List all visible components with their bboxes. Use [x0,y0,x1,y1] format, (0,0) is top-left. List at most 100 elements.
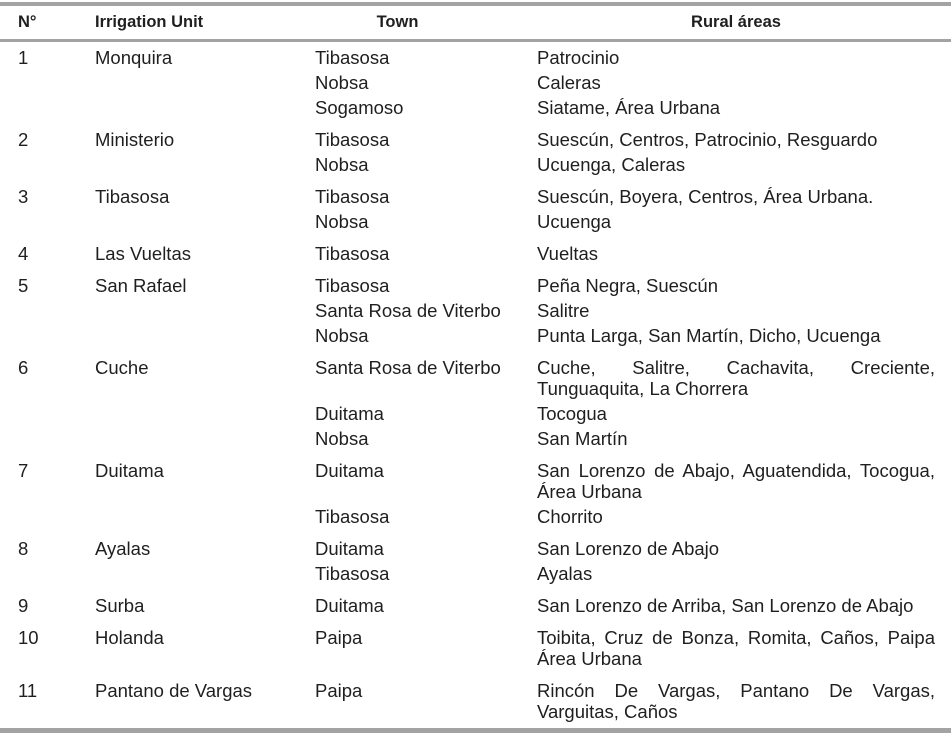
town-cell: Paipa [315,680,363,701]
rural-areas-cell: Chorrito [537,506,603,527]
irrigation-unit-cell: Holanda [95,627,164,648]
table-row: 8 Ayalas Duitama San Lorenzo de Abajo Ti… [0,533,951,590]
town-rural-pair: Tibasosa Ayalas [315,563,951,584]
town-cell: Tibasosa [315,186,390,207]
irrigation-unit-cell: Las Vueltas [95,243,191,264]
table-row: 9 Surba Duitama San Lorenzo de Arriba, S… [0,590,951,622]
rural-areas-cell: Peña Negra, Suescún [537,275,719,296]
irrigation-unit-cell: Pantano de Vargas [95,680,253,701]
rural-areas-cell: Tocogua [537,403,607,424]
rural-areas-cell: Vueltas [537,243,599,264]
rural-areas-cell: Toibita, Cruz de Bonza, Romita, Caños, P… [537,627,935,669]
town-rural-pair: Nobsa Ucuenga, Caleras [315,154,951,175]
row-number-cell: 4 [18,243,29,264]
town-rural-pairs: Santa Rosa de Viterbo Cuche, Salitre, Ca… [315,357,951,449]
irrigation-unit-cell: Duitama [95,460,164,481]
rural-areas-cell: San Lorenzo de Abajo [537,538,720,559]
town-rural-pairs: Duitama San Lorenzo de Arriba, San Loren… [315,595,951,616]
town-rural-pairs: Tibasosa Vueltas [315,243,951,264]
row-number-cell: 9 [18,595,29,616]
rural-areas-cell: Cuche, Salitre, Cachavita, Creciente, Tu… [537,357,935,399]
town-rural-pair: Duitama San Lorenzo de Abajo, Aguatendid… [315,460,951,502]
rural-areas-cell: San Lorenzo de Arriba, San Lorenzo de Ab… [537,595,914,616]
table-header-row: N° Irrigation Unit Town Rural áreas [0,6,951,42]
town-cell: Duitama [315,460,384,481]
town-cell: Santa Rosa de Viterbo [315,300,501,321]
town-cell: Nobsa [315,325,369,346]
town-rural-pair: Paipa Rincón De Vargas, Pantano De Varga… [315,680,951,722]
table-row: 5 San Rafael Tibasosa Peña Negra, Suescú… [0,270,951,352]
town-rural-pair: Sogamoso Siatame, Área Urbana [315,97,951,118]
town-rural-pair: Tibasosa Vueltas [315,243,951,264]
row-number-cell: 10 [18,627,39,648]
row-number-cell: 11 [18,680,38,701]
town-rural-pairs: Tibasosa Suescún, Boyera, Centros, Área … [315,186,951,232]
town-cell: Tibasosa [315,506,390,527]
town-rural-pair: Nobsa Punta Larga, San Martín, Dicho, Uc… [315,325,951,346]
town-rural-pair: Tibasosa Suescún, Boyera, Centros, Área … [315,186,951,207]
column-header-number: N° [18,13,37,31]
town-cell: Nobsa [315,154,369,175]
irrigation-unit-cell: Tibasosa [95,186,170,207]
town-rural-pairs: Tibasosa Patrocinio Nobsa Caleras Sogamo… [315,47,951,118]
town-rural-pair: Santa Rosa de Viterbo Cuche, Salitre, Ca… [315,357,951,399]
town-cell: Tibasosa [315,243,390,264]
rural-areas-cell: Siatame, Área Urbana [537,97,721,118]
town-cell: Sogamoso [315,97,404,118]
rural-areas-cell: Salitre [537,300,590,321]
rural-areas-cell: Patrocinio [537,47,620,68]
town-rural-pair: Tibasosa Peña Negra, Suescún [315,275,951,296]
rural-areas-cell: San Martín [537,428,628,449]
table-row: 6 Cuche Santa Rosa de Viterbo Cuche, Sal… [0,352,951,455]
rural-areas-cell: San Lorenzo de Abajo, Aguatendida, Tocog… [537,460,935,502]
town-cell: Tibasosa [315,563,390,584]
table-row: 1 Monquira Tibasosa Patrocinio Nobsa Cal… [0,42,951,124]
town-cell: Tibasosa [315,129,390,150]
table-row: 4 Las Vueltas Tibasosa Vueltas [0,238,951,270]
column-header-irrigation-unit: Irrigation Unit [95,13,204,31]
town-rural-pair: Santa Rosa de Viterbo Salitre [315,300,951,321]
town-rural-pairs: Paipa Toibita, Cruz de Bonza, Romita, Ca… [315,627,951,669]
town-cell: Nobsa [315,428,369,449]
rural-areas-cell: Ucuenga [537,211,612,232]
table-row: 11 Pantano de Vargas Paipa Rincón De Var… [0,675,951,728]
town-rural-pairs: Paipa Rincón De Vargas, Pantano De Varga… [315,680,951,722]
row-number-cell: 3 [18,186,29,207]
town-cell: Duitama [315,595,384,616]
town-rural-pair: Nobsa Caleras [315,72,951,93]
row-number-cell: 7 [18,460,29,481]
town-rural-pair: Nobsa San Martín [315,428,951,449]
town-rural-pairs: Duitama San Lorenzo de Abajo Tibasosa Ay… [315,538,951,584]
rural-areas-cell: Suescún, Centros, Patrocinio, Resguardo [537,129,878,150]
row-number-cell: 8 [18,538,29,559]
row-number-cell: 1 [18,47,29,68]
table-body: 1 Monquira Tibasosa Patrocinio Nobsa Cal… [0,42,951,728]
town-rural-pair: Tibasosa Suescún, Centros, Patrocinio, R… [315,129,951,150]
town-rural-pair: Duitama San Lorenzo de Abajo [315,538,951,559]
row-number-cell: 6 [18,357,29,378]
rural-areas-cell: Rincón De Vargas, Pantano De Vargas, Var… [537,680,935,722]
town-rural-pair: Duitama San Lorenzo de Arriba, San Loren… [315,595,951,616]
town-cell: Tibasosa [315,47,390,68]
table-row: 7 Duitama Duitama San Lorenzo de Abajo, … [0,455,951,533]
town-cell: Duitama [315,403,384,424]
town-cell: Nobsa [315,211,369,232]
irrigation-unit-cell: Surba [95,595,145,616]
town-cell: Duitama [315,538,384,559]
irrigation-unit-cell: Ayalas [95,538,151,559]
town-rural-pairs: Tibasosa Peña Negra, Suescún Santa Rosa … [315,275,951,346]
town-rural-pair: Tibasosa Chorrito [315,506,951,527]
town-cell: Nobsa [315,72,369,93]
rural-areas-cell: Ayalas [537,563,593,584]
town-rural-pairs: Tibasosa Suescún, Centros, Patrocinio, R… [315,129,951,175]
rural-areas-cell: Ucuenga, Caleras [537,154,686,175]
table-row: 10 Holanda Paipa Toibita, Cruz de Bonza,… [0,622,951,675]
town-cell: Tibasosa [315,275,390,296]
row-number-cell: 5 [18,275,29,296]
irrigation-unit-cell: Monquira [95,47,173,68]
table-row: 3 Tibasosa Tibasosa Suescún, Boyera, Cen… [0,181,951,238]
rural-areas-cell: Punta Larga, San Martín, Dicho, Ucuenga [537,325,881,346]
rural-areas-cell: Suescún, Boyera, Centros, Área Urbana. [537,186,874,207]
town-cell: Santa Rosa de Viterbo [315,357,501,378]
